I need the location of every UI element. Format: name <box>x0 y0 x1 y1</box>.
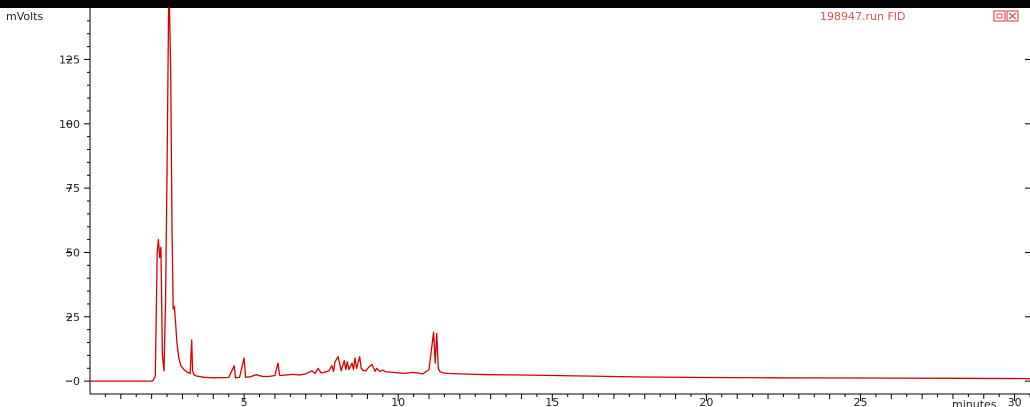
series-group <box>90 7 1030 382</box>
axes-group <box>89 8 1030 395</box>
x-tick-label: 5 <box>241 396 248 407</box>
x-tick-label: 25 <box>853 396 867 407</box>
series-line-0 <box>90 7 1030 382</box>
y-tick-label: 50 <box>66 246 80 259</box>
trace-label: 198947.run FID <box>820 10 906 23</box>
window-top-bar <box>0 0 1030 8</box>
y-tick-label: 0 <box>73 375 80 388</box>
y-axis-label: mVolts <box>6 10 43 23</box>
restore-window-icon[interactable] <box>993 10 1006 22</box>
close-window-icon[interactable] <box>1006 10 1019 22</box>
x-tick-label: 10 <box>391 396 405 407</box>
y-tick-label: 25 <box>66 311 80 324</box>
x-tick-label: 30 <box>1008 396 1022 407</box>
y-tick-label: 75 <box>66 182 80 195</box>
x-tick-label: 15 <box>545 396 559 407</box>
x-tick-label: 20 <box>699 396 713 407</box>
x-axis-label: minutes <box>952 398 997 407</box>
